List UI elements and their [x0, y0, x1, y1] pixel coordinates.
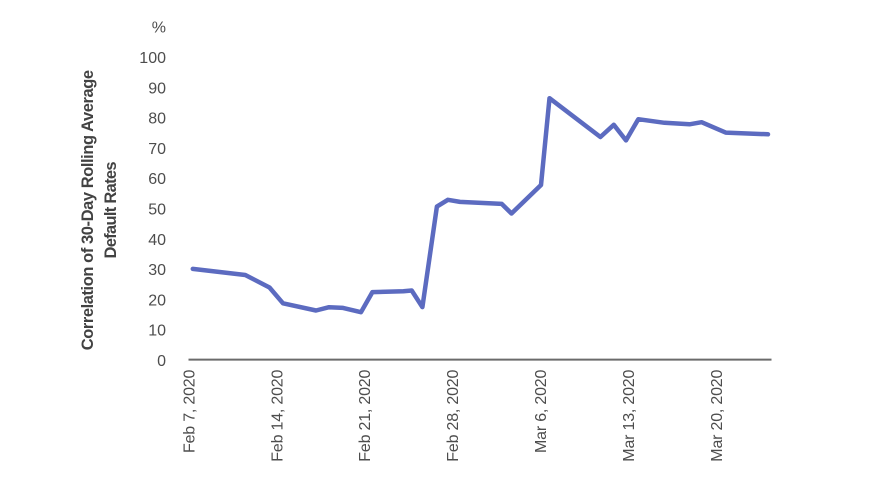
svg-text:%: % [152, 19, 166, 36]
svg-text:Correlation of 30-Day Rolling: Correlation of 30-Day Rolling Average [79, 70, 97, 350]
svg-text:Feb 14, 2020: Feb 14, 2020 [269, 370, 286, 462]
svg-text:Mar 6, 2020: Mar 6, 2020 [533, 370, 550, 453]
svg-text:80: 80 [148, 111, 166, 128]
svg-text:50: 50 [148, 202, 166, 219]
svg-text:Feb 7, 2020: Feb 7, 2020 [182, 370, 199, 454]
svg-text:Default Rates: Default Rates [102, 162, 120, 259]
svg-text:90: 90 [148, 80, 166, 97]
svg-text:30: 30 [148, 262, 166, 279]
svg-text:20: 20 [148, 292, 166, 309]
svg-text:100: 100 [139, 50, 166, 67]
svg-text:Mar 13, 2020: Mar 13, 2020 [621, 370, 638, 462]
svg-text:10: 10 [148, 323, 166, 340]
svg-text:Mar 20, 2020: Mar 20, 2020 [709, 370, 726, 462]
svg-text:40: 40 [148, 232, 166, 249]
svg-text:0: 0 [157, 353, 166, 370]
svg-text:Feb 21, 2020: Feb 21, 2020 [357, 370, 374, 462]
svg-text:60: 60 [148, 171, 166, 188]
svg-text:Feb 28, 2020: Feb 28, 2020 [445, 370, 462, 462]
svg-text:70: 70 [148, 141, 166, 158]
